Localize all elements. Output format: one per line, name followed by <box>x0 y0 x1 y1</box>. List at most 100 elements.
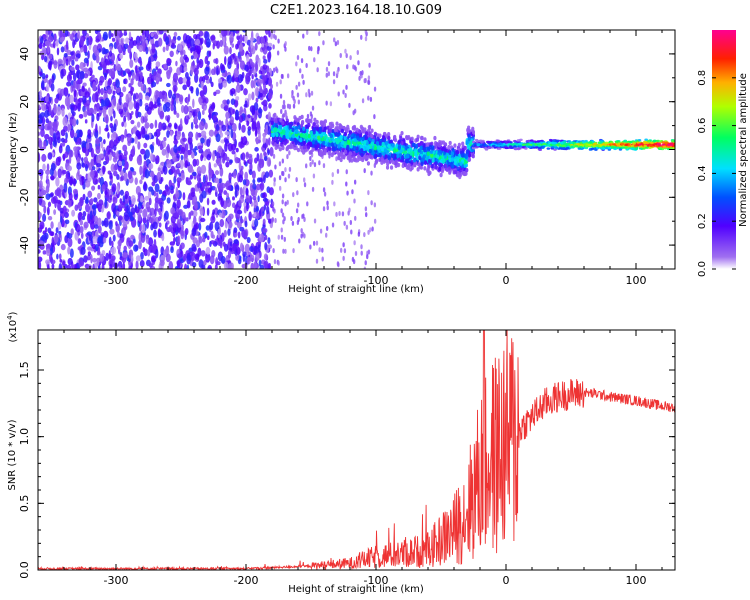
noise-point <box>237 73 243 84</box>
noise-point <box>231 150 236 155</box>
noise-point <box>255 97 259 103</box>
noise-point <box>217 78 223 84</box>
noise-point <box>186 200 191 209</box>
noise-point <box>196 63 200 70</box>
noise-point <box>205 252 211 263</box>
noise-point <box>110 115 113 122</box>
noise-point <box>139 179 143 185</box>
noise-point <box>278 185 282 191</box>
noise-point <box>157 216 162 222</box>
noise-point <box>125 37 130 44</box>
noise-point <box>73 146 78 152</box>
noise-point <box>201 264 206 269</box>
noise-point <box>342 242 345 248</box>
noise-point <box>246 201 249 212</box>
noise-point <box>208 50 212 57</box>
noise-point <box>254 218 259 228</box>
noise-point <box>69 66 75 71</box>
noise-point <box>184 227 189 236</box>
noise-point <box>138 66 144 71</box>
signal-point <box>309 130 314 136</box>
noise-point <box>215 133 221 143</box>
noise-point <box>67 237 73 248</box>
noise-point <box>68 192 73 201</box>
noise-point <box>172 231 176 238</box>
noise-point <box>113 170 118 177</box>
noise-point <box>214 221 220 232</box>
noise-point <box>70 106 74 115</box>
noise-point <box>87 254 91 261</box>
noise-point <box>144 104 150 112</box>
noise-point <box>173 236 176 244</box>
noise-point <box>144 134 150 140</box>
noise-point <box>77 30 81 39</box>
noise-point <box>288 166 292 172</box>
noise-point <box>308 45 311 51</box>
noise-point <box>108 236 112 247</box>
noise-point <box>41 116 46 126</box>
noise-point <box>194 52 198 59</box>
noise-point <box>144 122 150 129</box>
noise-point <box>268 78 272 86</box>
noise-point <box>277 38 280 44</box>
noise-point <box>183 49 186 56</box>
noise-point <box>166 159 172 169</box>
noise-point <box>97 236 102 243</box>
noise-point <box>203 156 207 161</box>
signal-point <box>465 167 469 173</box>
noise-point <box>235 96 240 101</box>
noise-point <box>149 72 153 79</box>
noise-point <box>231 43 235 48</box>
signal-point <box>312 122 316 127</box>
noise-point <box>50 175 55 181</box>
noise-point <box>102 165 106 175</box>
noise-point <box>123 245 127 252</box>
noise-point <box>59 88 65 97</box>
noise-point <box>66 81 71 87</box>
noise-point <box>119 53 124 60</box>
noise-point <box>153 229 157 238</box>
noise-point <box>88 107 92 114</box>
noise-point <box>246 256 251 265</box>
noise-point <box>185 34 191 45</box>
noise-point <box>257 195 260 203</box>
noise-point <box>310 46 313 52</box>
noise-point <box>77 169 80 177</box>
noise-point <box>268 103 272 109</box>
noise-point <box>59 215 63 225</box>
signal-point <box>323 126 327 131</box>
noise-point <box>58 233 61 239</box>
noise-point <box>203 74 210 80</box>
noise-point <box>169 130 173 137</box>
noise-point <box>93 197 98 203</box>
noise-point <box>124 68 131 73</box>
noise-point <box>174 266 179 269</box>
noise-point <box>124 161 129 170</box>
noise-point <box>323 191 327 197</box>
noise-point <box>251 170 256 180</box>
noise-point <box>363 168 366 174</box>
noise-point <box>196 45 201 55</box>
noise-point <box>235 109 239 117</box>
noise-point <box>312 240 316 246</box>
noise-point <box>227 263 233 269</box>
noise-point <box>207 266 212 269</box>
noise-point <box>176 259 181 268</box>
noise-point <box>112 196 118 204</box>
noise-point <box>210 185 216 191</box>
noise-point <box>260 36 266 46</box>
noise-point <box>353 240 356 246</box>
noise-point <box>212 209 216 215</box>
noise-point <box>245 76 250 85</box>
signal-point <box>471 129 476 135</box>
noise-point <box>230 143 237 151</box>
noise-point <box>166 58 172 65</box>
noise-point <box>160 145 163 150</box>
signal-point <box>318 126 323 131</box>
noise-point <box>316 49 320 55</box>
noise-point <box>287 173 291 179</box>
noise-point <box>153 131 158 137</box>
noise-point <box>261 206 265 212</box>
noise-point <box>54 97 59 104</box>
noise-point <box>218 178 222 184</box>
